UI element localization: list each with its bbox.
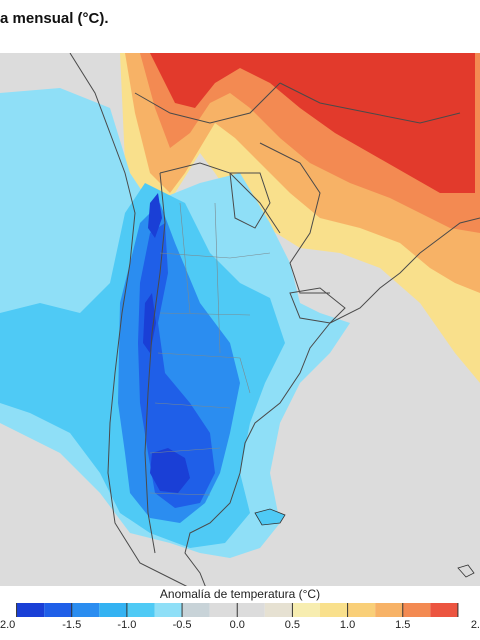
colorbar-tick-label: -0.5 [172,619,192,631]
colorbar [16,603,459,617]
colorbar-bin [402,603,431,617]
colorbar-tick-label: 2. [470,619,480,631]
paraguay-border [229,172,271,229]
colorbar-bin [375,603,403,617]
colorbar-tick-label: 0.5 [284,619,301,631]
colorbar-bin [182,603,210,617]
colorbar-bin [126,603,155,617]
colorbar-bin [99,603,127,617]
colorbar-bin [264,603,293,617]
colorbar-bin [430,603,458,617]
colorbar-tick-label: 2.0 [0,619,16,631]
colorbar-bin [154,603,183,617]
colorbar-bin [44,603,72,617]
colorbar-ticks: 2.0 -1.5 -1.0 -0.5 0.0 0.5 1.0 1.5 2. [0,619,480,637]
argentina-chile-border [144,172,166,554]
colorbar-bin [237,603,265,617]
cold-anomaly-region-extreme [143,193,190,493]
temperature-anomaly-map [0,53,480,586]
colorbar-tick-label: -1.5 [62,619,82,631]
province-borders [149,202,271,496]
colorbar-tick-label: 1.5 [395,619,411,631]
warm-anomaly-region-extreme [150,53,475,193]
colorbar-tick-label: 0.0 [229,619,245,631]
colorbar-bin [292,603,320,617]
colorbar-bin [320,603,348,617]
colorbar-bin [347,603,376,617]
colorbar-bin [71,603,100,617]
legend-title: Anomalía de temperatura (°C) [159,587,321,601]
peru-bolivia-border [134,82,281,124]
south-america-coast-outline [69,53,480,586]
colorbar-bin [16,603,45,617]
map-title: a mensual (°C). [0,10,109,27]
colorbar-tick-label: 1.0 [339,619,356,631]
brazil-border [259,142,330,294]
brazil-interior-border [279,82,461,124]
uruguay-border [289,287,346,324]
colorbar-bin [209,603,238,617]
colorbar-tick-label: -1.0 [117,619,137,631]
falkland-islands [254,508,286,526]
south-georgia-island [457,564,475,578]
country-borders [69,53,480,586]
